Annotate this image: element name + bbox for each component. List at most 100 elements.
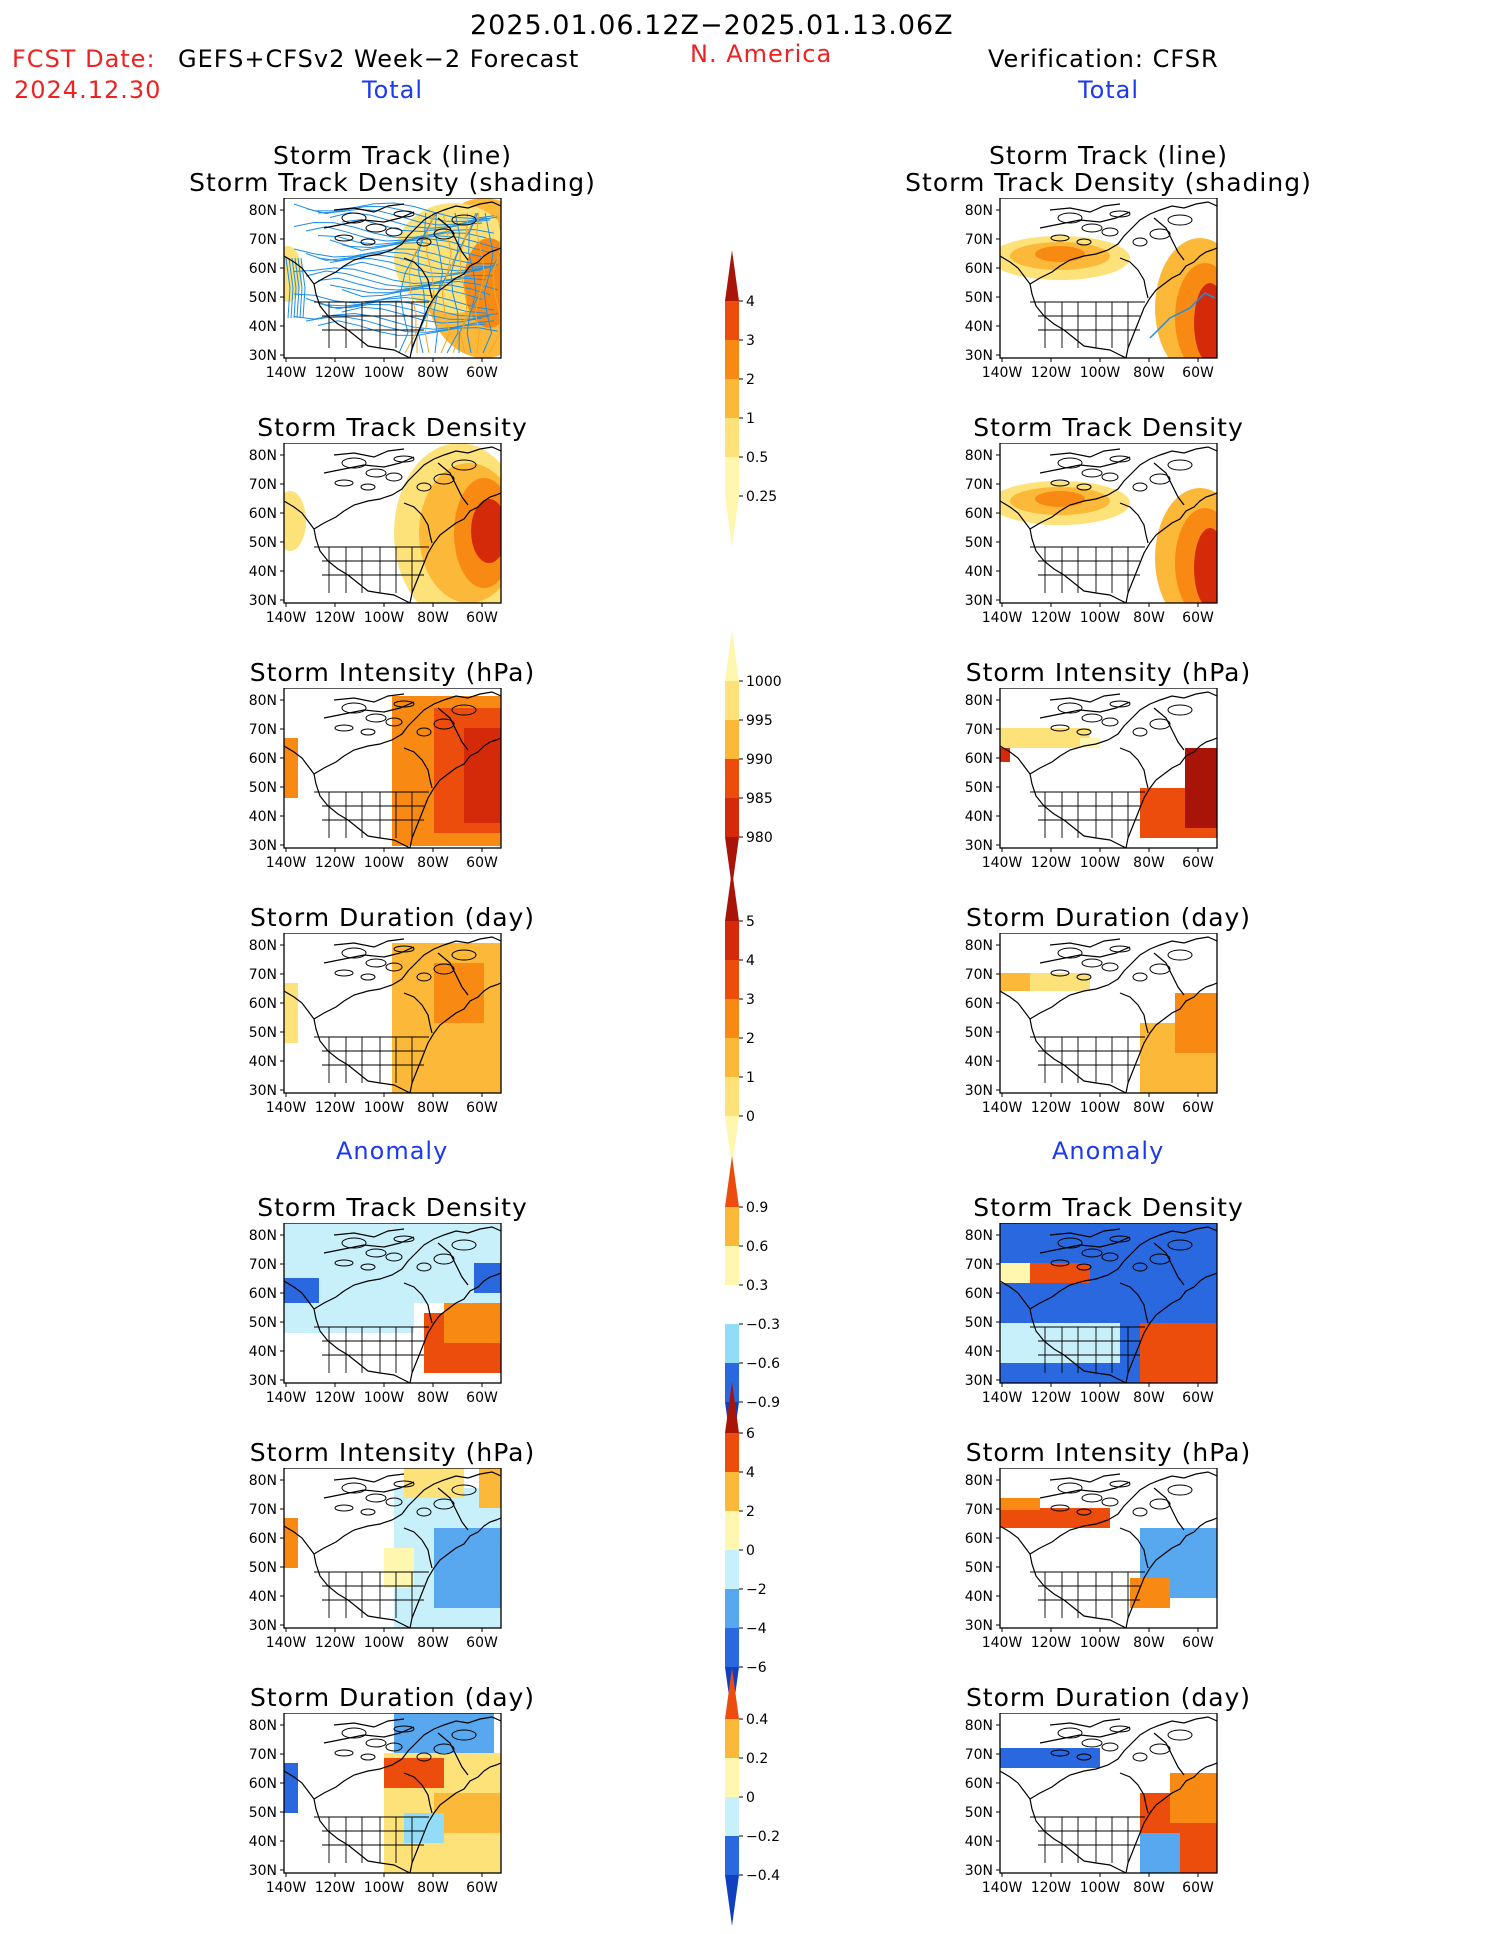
- arctic-island: [1050, 1749, 1070, 1757]
- arctic-island: [1081, 223, 1103, 233]
- arctic-island: [1167, 704, 1193, 716]
- lon-tick-label: 140W: [982, 365, 1023, 381]
- lat-tick-label: 70N: [249, 1257, 277, 1273]
- lat-tick-label: 30N: [965, 1618, 993, 1634]
- lon-tick-label: 120W: [315, 365, 356, 381]
- arctic-island: [451, 1484, 477, 1496]
- colorbar-cap: [725, 250, 739, 301]
- map-frame: [283, 1468, 502, 1629]
- colorbar-cap: [725, 1382, 739, 1433]
- colorbar-segment: [725, 379, 739, 418]
- lat-tick-label: 30N: [965, 1373, 993, 1389]
- lat-tick-label: 60N: [249, 751, 277, 767]
- shade-cell: [1000, 1508, 1110, 1528]
- arctic-island: [1109, 700, 1131, 708]
- arctic-island: [341, 947, 367, 959]
- arctic-island: [1167, 1484, 1193, 1496]
- lat-tick-label: 30N: [249, 838, 277, 854]
- arctic-island: [385, 472, 403, 482]
- storm-track-line: [297, 257, 303, 319]
- arctic-island: [1109, 455, 1131, 463]
- lon-tick-label: 120W: [1031, 1100, 1072, 1116]
- arctic-island: [433, 1498, 455, 1510]
- map-frame: [999, 688, 1218, 849]
- shade-cell: [284, 1223, 501, 1303]
- state-borders: [1030, 301, 1145, 348]
- arctic-island: [1081, 1493, 1103, 1503]
- lon-tick-label: 80W: [1133, 610, 1165, 626]
- arctic-island: [1149, 228, 1171, 240]
- coastline: [284, 1226, 501, 1383]
- state-borders: [1030, 1036, 1145, 1083]
- lon-tick-label: 120W: [1031, 855, 1072, 871]
- arctic-island: [334, 234, 354, 242]
- colorbar-segment: [725, 1207, 739, 1246]
- coastline: [284, 691, 501, 848]
- arctic-island: [334, 724, 354, 732]
- colorbar-segment: [725, 1797, 739, 1836]
- arctic-island: [334, 1259, 354, 1267]
- arctic-island: [1076, 973, 1092, 981]
- map-frame: [999, 1713, 1218, 1874]
- arctic-island: [433, 963, 455, 975]
- colorbar-label: −0.3: [746, 1317, 780, 1333]
- arctic-island: [334, 479, 354, 487]
- arctic-island: [1132, 1752, 1148, 1762]
- lon-tick-label: 140W: [982, 610, 1023, 626]
- lat-tick-label: 30N: [965, 593, 993, 609]
- arctic-island: [360, 973, 376, 981]
- storm-track-line: [293, 267, 495, 285]
- coastline: [1000, 936, 1217, 1093]
- colorbar-label: 0.5: [746, 450, 768, 466]
- lon-tick-label: 140W: [266, 855, 307, 871]
- panel-title: Storm Track Density: [257, 1193, 528, 1222]
- lat-tick-label: 60N: [249, 506, 277, 522]
- lat-tick-label: 60N: [249, 1286, 277, 1302]
- map-frame: [283, 933, 502, 1094]
- colorbar-label: 980: [746, 830, 773, 846]
- shade-cell: [1000, 1498, 1040, 1510]
- colorbar-label: 0.6: [746, 1239, 768, 1255]
- lon-tick-label: 120W: [1031, 1880, 1072, 1896]
- arctic-island: [360, 483, 376, 491]
- arctic-island: [1149, 1253, 1171, 1265]
- lon-tick-label: 140W: [982, 855, 1023, 871]
- colorbar-segment: [725, 418, 739, 457]
- lat-tick-label: 80N: [965, 693, 993, 709]
- colorbar-segment: [725, 301, 739, 340]
- coastline: [284, 201, 501, 358]
- colorbar-cap: [725, 837, 739, 888]
- arctic-island: [1149, 1743, 1171, 1755]
- arctic-island: [393, 455, 415, 463]
- storm-track-line: [288, 257, 294, 319]
- lat-tick-label: 60N: [249, 996, 277, 1012]
- map-frame: [999, 1468, 1218, 1629]
- lat-tick-label: 80N: [965, 448, 993, 464]
- colorbar-label: 0: [746, 1109, 755, 1125]
- arctic-island: [393, 1235, 415, 1243]
- colorbar-label: 0.9: [746, 1200, 768, 1216]
- region-name: N. America: [690, 40, 833, 68]
- arctic-island: [365, 223, 387, 233]
- lon-tick-label: 60W: [1182, 1100, 1214, 1116]
- arctic-island: [341, 1727, 367, 1739]
- lat-tick-label: 40N: [965, 319, 993, 335]
- arctic-island: [416, 1507, 432, 1517]
- coastline: [1000, 691, 1217, 848]
- lat-tick-label: 80N: [965, 1228, 993, 1244]
- lat-tick-label: 60N: [965, 1776, 993, 1792]
- map-frame: [283, 1223, 502, 1384]
- lat-tick-label: 40N: [965, 1054, 993, 1070]
- arctic-island: [341, 702, 367, 714]
- lon-tick-label: 140W: [982, 1880, 1023, 1896]
- lon-tick-label: 60W: [466, 855, 498, 871]
- arctic-island: [1081, 958, 1103, 968]
- lat-tick-label: 70N: [249, 232, 277, 248]
- coastline: [284, 1471, 501, 1628]
- lat-tick-label: 30N: [249, 348, 277, 364]
